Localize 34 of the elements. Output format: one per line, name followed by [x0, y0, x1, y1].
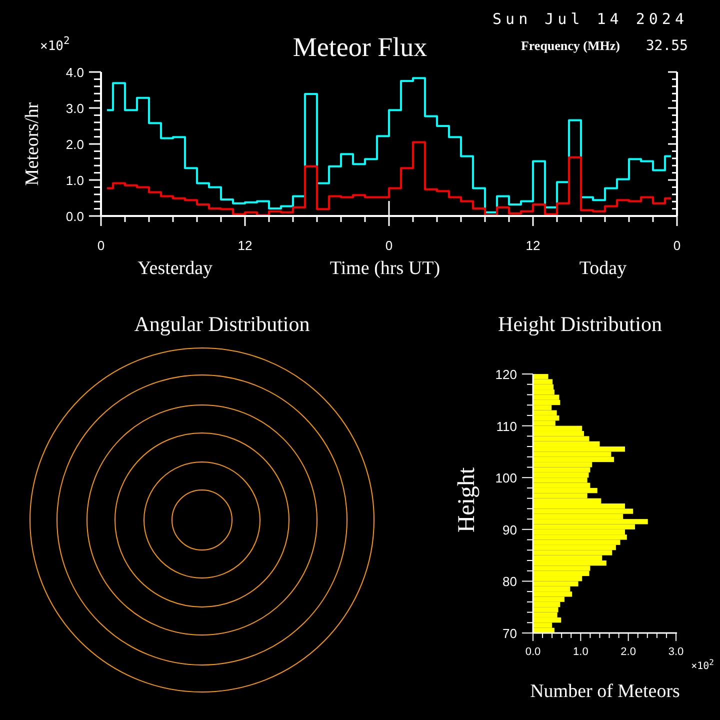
text: ×10$^{2}$	[691, 658, 714, 672]
x-tick-label: 0.0	[525, 646, 541, 658]
y-tick-label: 90	[502, 522, 517, 538]
x-tick-label: 0	[385, 238, 393, 253]
x-tick-label: 1.0	[573, 646, 588, 658]
y-tick-label: 80	[502, 574, 517, 590]
y-tick-label: 70	[502, 626, 517, 641]
chart-title: Meteor Flux	[292, 32, 428, 62]
y-tick-label: 100	[495, 470, 517, 486]
y-tick-label: 120	[495, 367, 517, 382]
text: Today	[579, 258, 628, 279]
x-tick-label: 3.0	[668, 646, 684, 658]
y-tick-label: 3.0	[66, 101, 84, 116]
x-axis-title: Time (hrs UT)	[330, 258, 440, 279]
text: Sun Jul 14 2024	[492, 10, 688, 28]
y-tick-label: 1.0	[66, 173, 84, 188]
y-axis-title: Height	[454, 467, 480, 533]
y-axis-title: Meteors/hr	[22, 102, 43, 186]
y-tick-label: 4.0	[66, 65, 84, 80]
text: Frequency (MHz)	[520, 38, 620, 53]
x-tick-label: 0	[97, 238, 105, 253]
chart-title: Height Distribution	[498, 312, 662, 336]
y-tick-label: 110	[496, 418, 517, 434]
y-tick-label: 0.0	[66, 209, 84, 224]
text: Yesterday	[137, 258, 214, 279]
x-axis-title: Number of Meteors	[530, 681, 680, 702]
x-tick-label: 12	[526, 238, 540, 253]
text: 32.55	[646, 38, 688, 54]
x-tick-label: 2.0	[620, 646, 636, 658]
x-tick-label: 12	[238, 238, 252, 253]
text: Angular Distribution	[134, 312, 310, 336]
text: ×10$^{2}$	[40, 35, 70, 54]
x-tick-label: 0	[673, 238, 681, 253]
y-tick-label: 2.0	[66, 137, 84, 152]
